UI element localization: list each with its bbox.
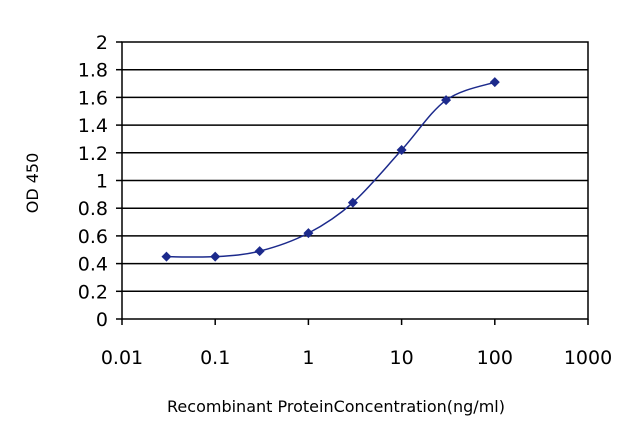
y-tick-label: 0.8 bbox=[78, 198, 108, 220]
x-tick-label: 1000 bbox=[564, 347, 612, 369]
plot-area bbox=[116, 41, 589, 325]
y-tick-label: 1 bbox=[96, 171, 108, 193]
x-axis-title: Recombinant ProteinConcentration(ng/ml) bbox=[167, 397, 505, 416]
data-point bbox=[303, 228, 314, 239]
x-tick-labels: 0.01 0.1 1 10 100 1000 bbox=[101, 347, 612, 369]
data-points bbox=[161, 77, 500, 262]
y-tick-label: 1.6 bbox=[78, 87, 108, 109]
x-axis-ticks bbox=[121, 319, 589, 325]
y-tick-label: 0.4 bbox=[78, 254, 108, 276]
series-line bbox=[166, 81, 496, 258]
y-tick-label: 2 bbox=[96, 32, 108, 54]
data-point bbox=[210, 251, 221, 262]
data-point bbox=[441, 95, 452, 106]
y-tick-label: 0.2 bbox=[78, 281, 108, 303]
grid-lines bbox=[122, 68, 588, 293]
y-tick-label: 0 bbox=[96, 309, 108, 331]
x-tick-label: 1 bbox=[302, 347, 314, 369]
y-tick-label: 0.6 bbox=[78, 226, 108, 248]
y-tick-label: 1.8 bbox=[78, 60, 108, 82]
data-point bbox=[489, 77, 500, 88]
x-tick-label: 100 bbox=[477, 347, 513, 369]
y-tick-label: 1.4 bbox=[78, 115, 108, 137]
y-axis-title: OD 450 bbox=[23, 153, 42, 214]
x-tick-label: 0.01 bbox=[101, 347, 143, 369]
data-point bbox=[254, 246, 265, 257]
y-tick-labels: 0 0.2 0.4 0.6 0.8 1 1.2 1.4 1.6 1.8 2 bbox=[78, 32, 108, 331]
data-point bbox=[396, 145, 407, 156]
data-point bbox=[161, 251, 172, 262]
data-point bbox=[347, 197, 358, 208]
x-tick-label: 10 bbox=[390, 347, 414, 369]
y-axis-ticks bbox=[116, 41, 122, 320]
y-tick-label: 1.2 bbox=[78, 143, 108, 165]
x-tick-label: 0.1 bbox=[200, 347, 230, 369]
